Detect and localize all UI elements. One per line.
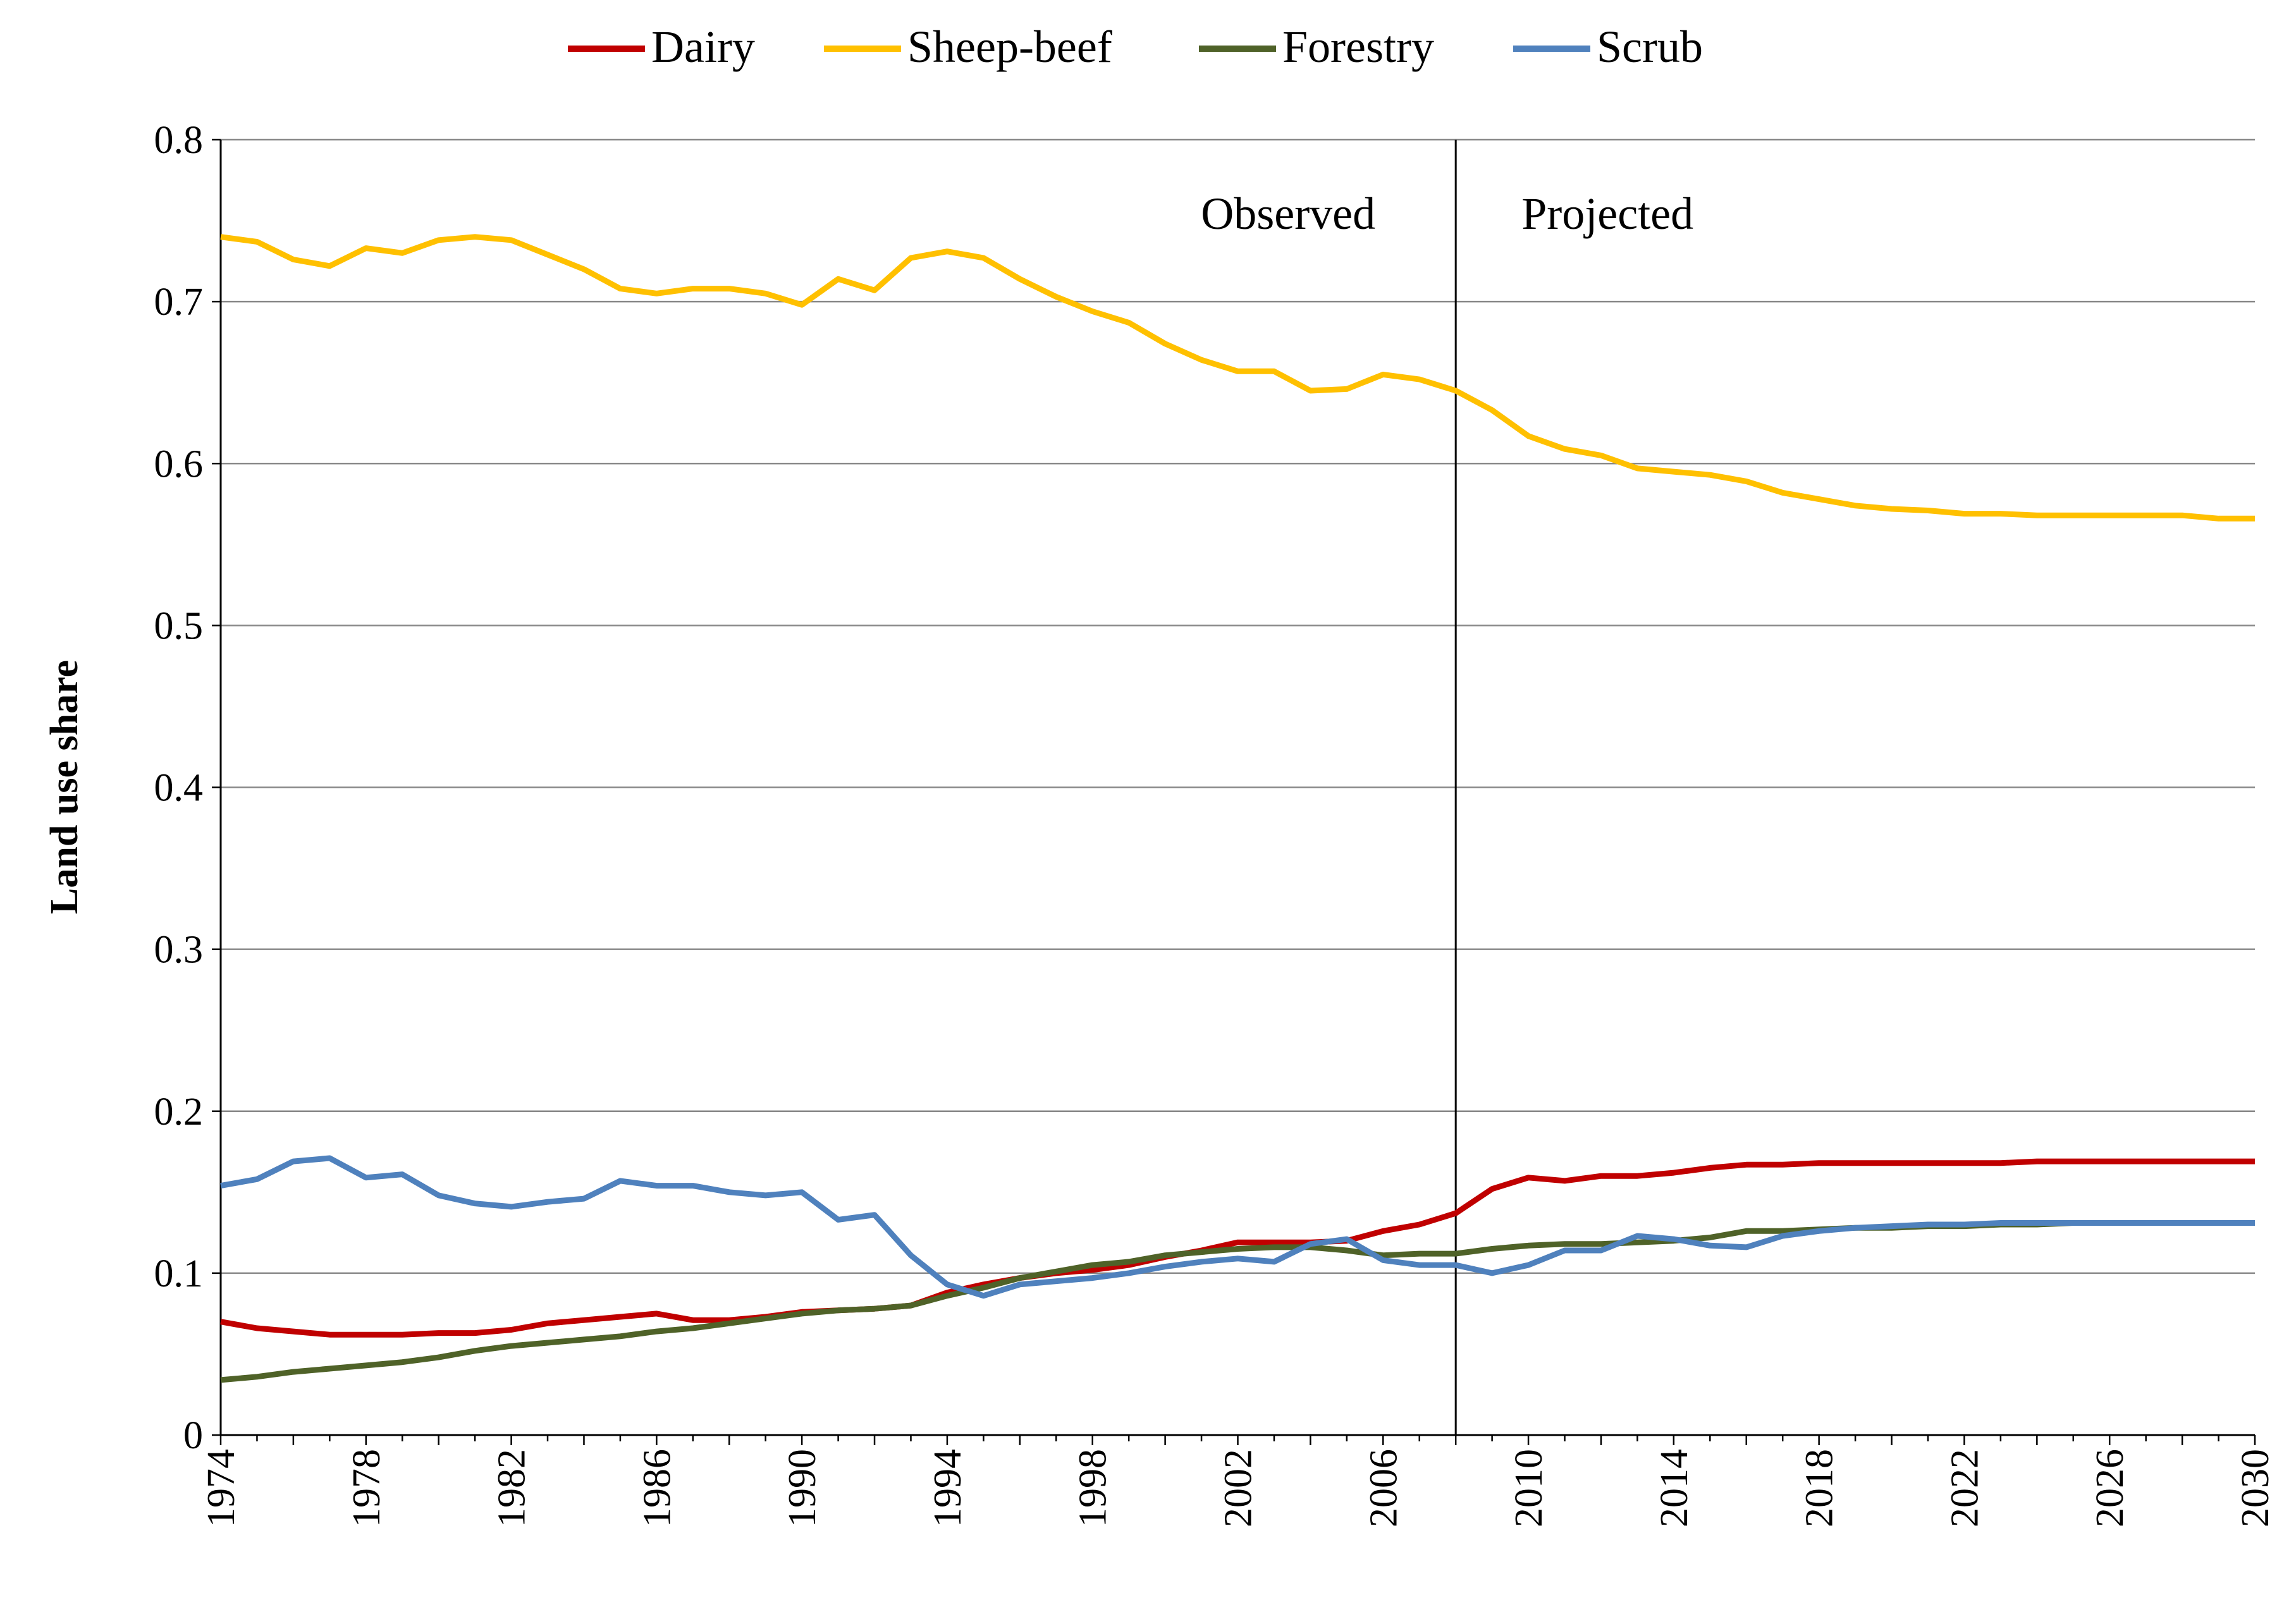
annotation-observed: Observed	[1201, 188, 1375, 239]
series-lines	[220, 234, 2255, 1383]
x-tick-label: 1986	[635, 1449, 678, 1527]
y-tick-label: 0.6	[154, 443, 204, 486]
y-tick-label: 0	[183, 1414, 203, 1457]
legend-item-scrub: Scrub	[1513, 21, 1703, 72]
legend-item-forestry: Forestry	[1199, 21, 1434, 72]
axes: 0 0.1 0.2 0.3 0.4 0.5 0.6 0.7 0.8 1974 1978 1982 198…	[154, 119, 2278, 1527]
y-tick-label: 0.2	[154, 1091, 204, 1133]
legend-label: Dairy	[651, 21, 755, 72]
legend-label: Scrub	[1597, 21, 1703, 72]
series-line-dairy	[220, 1158, 2255, 1338]
x-tick-label: 1990	[781, 1449, 824, 1527]
y-tick-label: 0.7	[154, 281, 204, 324]
y-tick-label: 0.3	[154, 929, 204, 972]
legend-label: Forestry	[1282, 21, 1434, 72]
series-line-forestry	[220, 1220, 2255, 1383]
series-line-sheep-beef	[220, 234, 2255, 522]
x-tick-label: 1994	[926, 1449, 969, 1527]
series-line-scrub	[220, 1155, 2255, 1299]
annotation-projected: Projected	[1521, 188, 1693, 239]
x-tick-label: 2006	[1362, 1449, 1405, 1527]
y-axis-label: Land use share	[43, 660, 86, 914]
legend-label: Sheep-beef	[907, 21, 1112, 72]
legend: Dairy Sheep-beef Forestry Scrub	[568, 21, 1703, 72]
legend-item-dairy: Dairy	[568, 21, 755, 72]
y-tick-label: 0.8	[154, 119, 204, 162]
y-tick-label: 0.4	[154, 767, 204, 810]
gridlines	[221, 138, 2255, 1274]
x-tick-label: 1998	[1072, 1449, 1115, 1527]
y-tick-label: 0.1	[154, 1252, 204, 1295]
x-tick-label: 2002	[1217, 1449, 1260, 1527]
x-tick-label: 2014	[1653, 1449, 1696, 1527]
x-tick-label: 2010	[1507, 1449, 1550, 1527]
x-tick-label: 2030	[2234, 1449, 2277, 1527]
x-tick-label: 1974	[200, 1449, 243, 1527]
x-tick-label: 2022	[1943, 1449, 1986, 1527]
x-tick-label: 1978	[345, 1449, 388, 1527]
x-tick-label: 2026	[2089, 1449, 2132, 1527]
legend-item-sheep-beef: Sheep-beef	[824, 21, 1112, 72]
x-tick-label: 2018	[1798, 1449, 1841, 1527]
x-tick-label: 1982	[491, 1449, 534, 1527]
y-tick-label: 0.5	[154, 604, 204, 647]
